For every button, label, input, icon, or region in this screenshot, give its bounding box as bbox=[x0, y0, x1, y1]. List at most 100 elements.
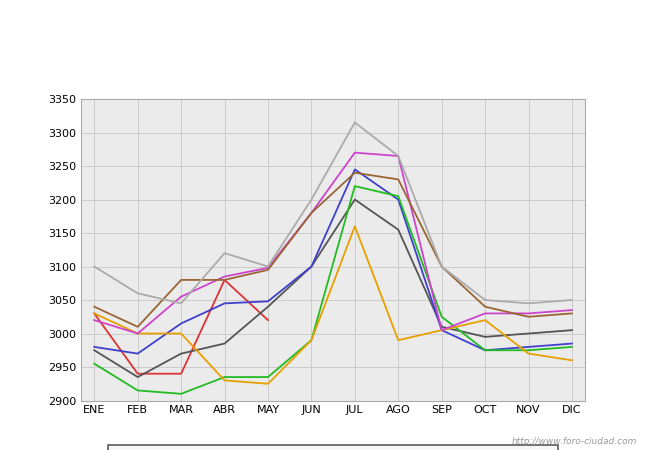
2024 bbox=[134, 371, 142, 376]
2024 bbox=[90, 310, 98, 316]
2019 bbox=[134, 331, 142, 336]
Legend: 2024, 2023, 2022, 2021, 2020, 2019, 2018, 2017: 2024, 2023, 2022, 2021, 2020, 2019, 2018… bbox=[108, 445, 558, 450]
2017 bbox=[525, 301, 532, 306]
Line: 2020: 2020 bbox=[94, 226, 572, 384]
2020 bbox=[264, 381, 272, 387]
2020 bbox=[525, 351, 532, 356]
2022 bbox=[307, 264, 315, 269]
2019 bbox=[264, 265, 272, 270]
2017 bbox=[134, 291, 142, 296]
2017 bbox=[351, 120, 359, 125]
2018 bbox=[307, 210, 315, 216]
2017 bbox=[438, 264, 446, 269]
2018 bbox=[395, 177, 402, 182]
2021 bbox=[568, 344, 576, 350]
2021 bbox=[395, 194, 402, 199]
2020 bbox=[134, 331, 142, 336]
2023 bbox=[307, 264, 315, 269]
2017 bbox=[220, 250, 228, 256]
2023 bbox=[395, 227, 402, 232]
2019 bbox=[307, 210, 315, 216]
2017 bbox=[568, 297, 576, 303]
2019 bbox=[177, 294, 185, 299]
2018 bbox=[134, 324, 142, 329]
2021 bbox=[351, 184, 359, 189]
Line: 2019: 2019 bbox=[94, 153, 572, 333]
2018 bbox=[525, 314, 532, 319]
2021 bbox=[307, 338, 315, 343]
2023 bbox=[525, 331, 532, 336]
2021 bbox=[90, 361, 98, 366]
2017 bbox=[307, 197, 315, 202]
2021 bbox=[481, 347, 489, 353]
2023 bbox=[568, 328, 576, 333]
2022 bbox=[351, 166, 359, 172]
2021 bbox=[177, 391, 185, 396]
Line: 2017: 2017 bbox=[94, 122, 572, 303]
2020 bbox=[90, 310, 98, 316]
2022 bbox=[568, 341, 576, 346]
Line: 2024: 2024 bbox=[94, 280, 268, 373]
2022 bbox=[438, 328, 446, 333]
Text: http://www.foro-ciudad.com: http://www.foro-ciudad.com bbox=[512, 436, 637, 446]
2024 bbox=[264, 317, 272, 323]
2023 bbox=[177, 351, 185, 356]
2019 bbox=[220, 274, 228, 279]
2019 bbox=[568, 307, 576, 313]
2023 bbox=[134, 374, 142, 380]
2020 bbox=[220, 378, 228, 383]
2017 bbox=[177, 301, 185, 306]
2019 bbox=[90, 317, 98, 323]
2023 bbox=[438, 324, 446, 329]
2018 bbox=[90, 304, 98, 310]
2021 bbox=[134, 388, 142, 393]
2021 bbox=[220, 374, 228, 380]
2021 bbox=[438, 314, 446, 319]
2023 bbox=[90, 347, 98, 353]
2018 bbox=[568, 310, 576, 316]
2020 bbox=[481, 317, 489, 323]
2019 bbox=[481, 310, 489, 316]
2017 bbox=[481, 297, 489, 303]
2023 bbox=[351, 197, 359, 202]
Line: 2023: 2023 bbox=[94, 199, 572, 377]
2018 bbox=[220, 277, 228, 283]
2023 bbox=[264, 304, 272, 310]
2018 bbox=[438, 264, 446, 269]
2022 bbox=[177, 321, 185, 326]
2019 bbox=[395, 153, 402, 159]
2021 bbox=[525, 347, 532, 353]
Line: 2018: 2018 bbox=[94, 173, 572, 327]
2022 bbox=[525, 344, 532, 350]
2020 bbox=[307, 338, 315, 343]
2020 bbox=[568, 358, 576, 363]
2018 bbox=[351, 170, 359, 176]
2022 bbox=[220, 301, 228, 306]
2023 bbox=[481, 334, 489, 340]
2019 bbox=[525, 310, 532, 316]
2017 bbox=[395, 153, 402, 159]
2020 bbox=[438, 328, 446, 333]
2019 bbox=[351, 150, 359, 155]
2022 bbox=[481, 347, 489, 353]
2021 bbox=[264, 374, 272, 380]
2018 bbox=[264, 267, 272, 273]
2024 bbox=[177, 371, 185, 376]
2020 bbox=[395, 338, 402, 343]
2022 bbox=[134, 351, 142, 356]
2023 bbox=[220, 341, 228, 346]
2017 bbox=[90, 264, 98, 269]
2022 bbox=[395, 197, 402, 202]
2020 bbox=[177, 331, 185, 336]
2022 bbox=[264, 299, 272, 304]
2018 bbox=[177, 277, 185, 283]
2019 bbox=[438, 328, 446, 333]
2024 bbox=[220, 277, 228, 283]
2018 bbox=[481, 304, 489, 310]
2022 bbox=[90, 344, 98, 350]
Line: 2021: 2021 bbox=[94, 186, 572, 394]
2017 bbox=[264, 264, 272, 269]
Line: 2022: 2022 bbox=[94, 169, 572, 354]
2020 bbox=[351, 224, 359, 229]
Text: Afiliados en Valdés a 31/5/2024: Afiliados en Valdés a 31/5/2024 bbox=[191, 68, 475, 86]
